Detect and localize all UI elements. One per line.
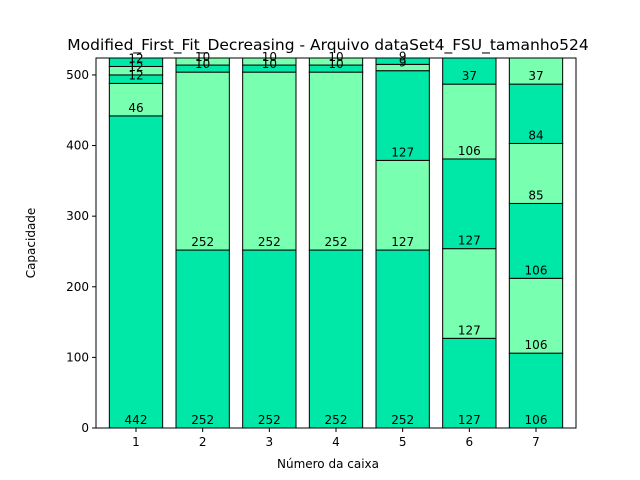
segment-value-label: 10: [262, 57, 277, 71]
bar-segment: [442, 58, 497, 85]
segment-value-label: 10: [328, 57, 343, 71]
bar-segment: [242, 58, 297, 66]
segment-value-label: 252: [191, 235, 214, 249]
segment-value-label: 252: [258, 413, 281, 427]
x-tick-label: 6: [466, 435, 474, 449]
segment-value-label: 106: [525, 263, 548, 277]
segment-labels-layer: 4424612121225225210102522521010252252101…: [125, 49, 548, 427]
x-tick-label: 5: [399, 435, 407, 449]
bar-segment: [442, 158, 497, 250]
x-tick-label: 7: [532, 435, 540, 449]
bar-segment: [108, 82, 164, 117]
bar-segment: [375, 70, 430, 161]
x-tick-label: 1: [132, 435, 140, 449]
segment-value-label: 37: [462, 69, 477, 83]
segment-value-label: 10: [195, 57, 210, 71]
bar-segment: [175, 71, 230, 251]
bar-segment: [508, 202, 564, 279]
x-tick-label: 2: [199, 435, 207, 449]
bar-segment: [308, 71, 364, 251]
y-axis: 0 100 200 300 400 500: [66, 68, 96, 435]
y-tick-label: 100: [66, 350, 89, 364]
bar-segment: [375, 159, 430, 251]
segment-value-label: 84: [528, 128, 543, 142]
y-tick-label: 500: [66, 68, 89, 82]
bar-segment: [108, 115, 164, 428]
bar-segment: [242, 71, 297, 251]
segment-value-label: 10: [328, 50, 343, 64]
bar-segment: [508, 58, 564, 85]
bar-segment: [108, 58, 164, 67]
segment-value-label: 442: [125, 413, 148, 427]
segment-value-label: 252: [325, 413, 348, 427]
y-axis-label: Capacidade: [24, 208, 38, 279]
segment-value-label: 12: [128, 68, 143, 82]
segment-value-label: 85: [528, 188, 543, 202]
segment-value-label: 46: [128, 101, 143, 115]
chart-title: Modified_First_Fit_Decreasing - Arquivo …: [67, 36, 588, 55]
x-tick-label: 4: [332, 435, 340, 449]
segment-value-label: 12: [128, 60, 143, 74]
bar-segment: [175, 249, 230, 428]
segment-value-label: 252: [258, 235, 281, 249]
bar-segment: [442, 248, 497, 339]
segment-value-label: 252: [325, 235, 348, 249]
segment-value-label: 252: [391, 413, 414, 427]
bar-segment: [375, 58, 430, 65]
segment-value-label: 10: [195, 50, 210, 64]
bars-layer: [108, 58, 564, 428]
segment-value-label: 106: [525, 338, 548, 352]
bar-segment: [375, 249, 430, 428]
segment-value-label: 37: [528, 69, 543, 83]
bar-segment: [242, 249, 297, 428]
segment-value-label: 127: [391, 235, 414, 249]
bar-segment: [308, 58, 364, 66]
bar-segment: [308, 249, 364, 428]
y-tick-label: 0: [81, 421, 89, 435]
y-tick-label: 400: [66, 139, 89, 153]
x-axis-label: Número da caixa: [277, 457, 379, 471]
y-tick-label: 300: [66, 209, 89, 223]
x-tick-label: 3: [266, 435, 274, 449]
y-tick-label: 200: [66, 280, 89, 294]
segment-value-label: 9: [399, 56, 407, 70]
bar-segment: [442, 83, 497, 160]
segment-value-label: 252: [191, 413, 214, 427]
x-axis: 1 2 3 4 5 6 7: [132, 428, 540, 449]
bar-segment: [508, 352, 564, 428]
bar-segment: [508, 83, 564, 144]
bar-segment: [175, 58, 230, 66]
segment-value-label: 10: [262, 50, 277, 64]
segment-value-label: 106: [458, 144, 481, 158]
segment-value-label: 106: [525, 413, 548, 427]
segment-value-label: 127: [458, 413, 481, 427]
segment-value-label: 9: [399, 49, 407, 63]
segment-value-label: 127: [391, 145, 414, 159]
segment-value-label: 127: [458, 323, 481, 337]
segment-value-label: 127: [458, 234, 481, 248]
